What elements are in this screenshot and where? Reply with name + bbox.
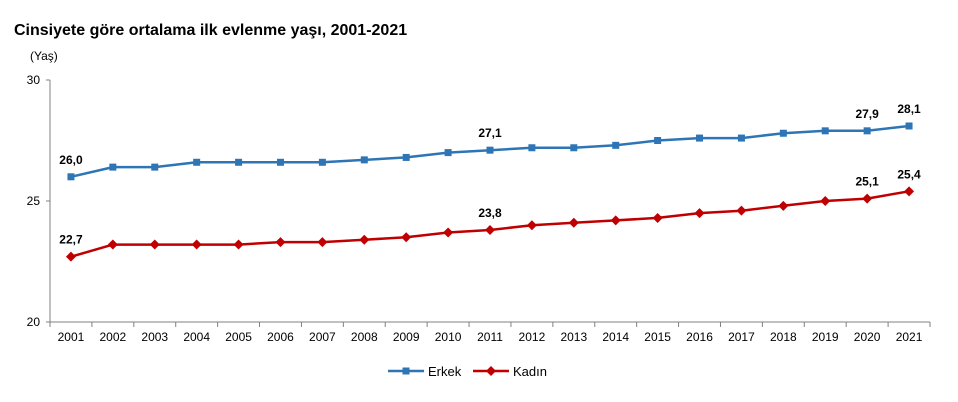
data-point-erkek bbox=[360, 156, 368, 164]
data-point-erkek bbox=[486, 146, 494, 154]
data-point-erkek bbox=[109, 163, 117, 171]
x-tick-label: 2012 bbox=[519, 330, 546, 344]
data-point-kadın bbox=[485, 225, 495, 236]
x-tick-label: 2020 bbox=[854, 330, 881, 344]
data-point-kadın bbox=[610, 215, 621, 226]
data-label-erkek: 28,1 bbox=[897, 102, 921, 116]
data-point-erkek bbox=[528, 144, 536, 152]
y-tick-label: 20 bbox=[27, 315, 41, 329]
data-point-erkek bbox=[193, 158, 201, 166]
x-tick-label: 2006 bbox=[267, 330, 294, 344]
x-tick-label: 2011 bbox=[477, 330, 503, 344]
data-point-kadın bbox=[694, 208, 705, 219]
x-tick-label: 2010 bbox=[435, 330, 462, 344]
data-point-erkek bbox=[235, 158, 243, 166]
data-point-erkek bbox=[67, 173, 75, 181]
data-point-kadın bbox=[401, 232, 412, 243]
ticks: 20 25 30 2001 2002 2003 2004 2005 2006 2007 2008 20… bbox=[27, 73, 931, 344]
data-point-kadın bbox=[526, 220, 537, 231]
x-tick-label: 2014 bbox=[602, 330, 629, 344]
data-label-erkek: 27,1 bbox=[478, 126, 502, 140]
legend-marker-erkek bbox=[402, 367, 410, 375]
y-axis-label: (Yaş) bbox=[30, 49, 58, 63]
x-tick-label: 2017 bbox=[728, 330, 755, 344]
data-point-erkek bbox=[570, 144, 578, 152]
x-tick-label: 2015 bbox=[644, 330, 671, 344]
data-label-erkek: 26,0 bbox=[59, 153, 83, 167]
data-point-kadın bbox=[904, 186, 915, 197]
data-point-erkek bbox=[905, 122, 913, 130]
axes bbox=[49, 80, 930, 323]
data-label-kadın: 23,8 bbox=[478, 206, 502, 220]
data-point-kadın bbox=[317, 237, 328, 248]
x-tick-label: 2004 bbox=[183, 330, 210, 344]
data-labels: 26,0 27,1 27,9 28,1 22,7 23,8 25,1 25,4 bbox=[59, 102, 921, 247]
data-point-erkek bbox=[276, 158, 284, 166]
data-point-erkek bbox=[779, 129, 787, 137]
data-point-kadın bbox=[778, 200, 789, 211]
data-point-kadın bbox=[359, 234, 370, 245]
x-tick-label: 2001 bbox=[58, 330, 85, 344]
legend-marker-kadın bbox=[486, 366, 496, 376]
legend-label-kadın: Kadın bbox=[513, 364, 547, 379]
data-point-kadın bbox=[820, 196, 831, 206]
x-tick-label: 2018 bbox=[770, 330, 797, 344]
legend-label-erkek: Erkek bbox=[428, 364, 462, 379]
x-tick-label: 2003 bbox=[141, 330, 168, 344]
data-point-kadın bbox=[736, 205, 747, 216]
y-tick-label: 30 bbox=[27, 73, 41, 87]
data-point-kadın bbox=[443, 227, 454, 238]
data-point-erkek bbox=[318, 158, 326, 166]
data-point-erkek bbox=[612, 141, 620, 149]
data-point-kadın bbox=[149, 239, 160, 250]
data-point-kadın bbox=[107, 239, 118, 250]
data-label-kadın: 25,1 bbox=[855, 175, 879, 189]
data-point-kadın bbox=[191, 239, 202, 250]
x-tick-label: 2005 bbox=[225, 330, 252, 344]
series-group bbox=[65, 122, 915, 262]
data-label-kadın: 22,7 bbox=[59, 233, 83, 247]
x-tick-label: 2021 bbox=[896, 330, 923, 344]
data-point-kadın bbox=[233, 239, 244, 250]
x-tick-label: 2009 bbox=[393, 330, 420, 344]
data-label-erkek: 27,9 bbox=[855, 107, 879, 121]
data-point-kadın bbox=[65, 251, 76, 262]
data-point-erkek bbox=[863, 127, 871, 135]
data-point-erkek bbox=[402, 153, 410, 161]
data-point-kadın bbox=[275, 237, 286, 248]
x-tick-label: 2019 bbox=[812, 330, 839, 344]
data-point-kadın bbox=[568, 217, 579, 228]
y-tick-label: 25 bbox=[27, 194, 41, 208]
legend: Erkek Kadın bbox=[388, 364, 547, 379]
data-point-erkek bbox=[821, 127, 829, 135]
data-point-kadın bbox=[652, 212, 663, 223]
data-point-erkek bbox=[444, 149, 452, 157]
data-point-erkek bbox=[654, 137, 662, 144]
data-point-erkek bbox=[696, 134, 704, 142]
data-point-erkek bbox=[737, 134, 745, 142]
x-tick-label: 2013 bbox=[560, 330, 587, 344]
data-label-kadın: 25,4 bbox=[897, 167, 921, 181]
chart-title: Cinsiyete göre ortalama ilk evlenme yaşı… bbox=[14, 22, 408, 39]
x-tick-label: 2007 bbox=[309, 330, 336, 344]
x-tick-label: 2002 bbox=[100, 330, 127, 344]
data-point-kadın bbox=[862, 193, 873, 204]
x-tick-label: 2008 bbox=[351, 330, 378, 344]
x-tick-label: 2016 bbox=[686, 330, 713, 344]
data-point-erkek bbox=[151, 163, 159, 171]
